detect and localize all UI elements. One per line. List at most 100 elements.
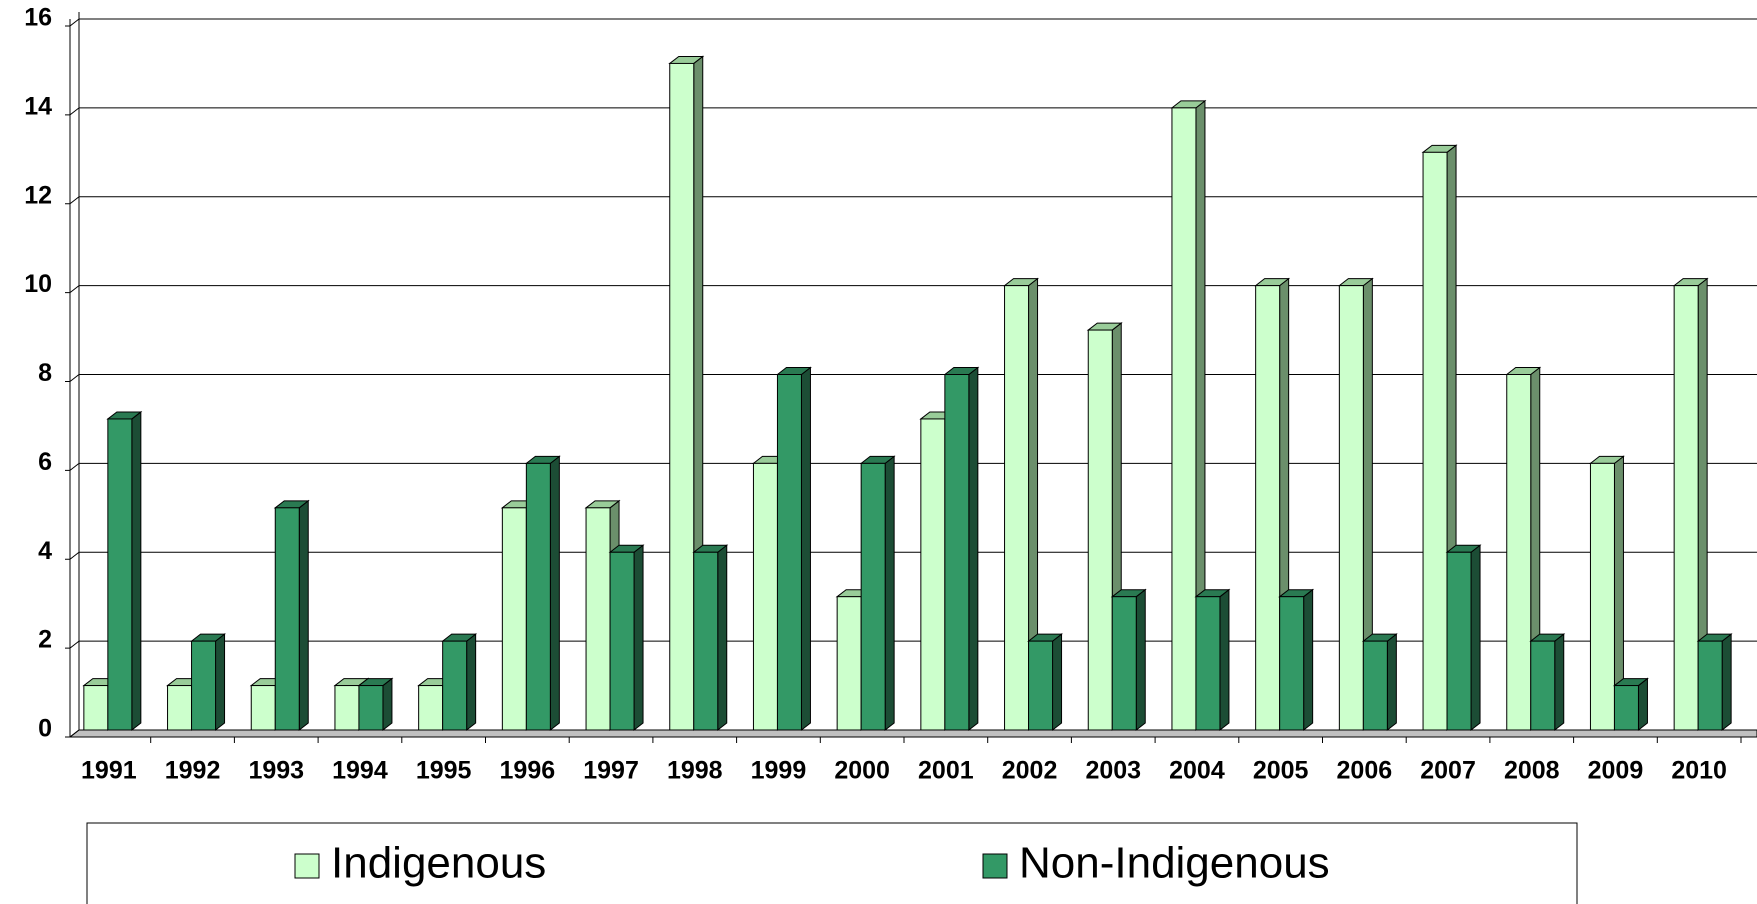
bar: [1255, 285, 1281, 731]
bar-side: [1135, 588, 1146, 732]
x-tick-label: 1992: [165, 757, 221, 785]
x-tick-label: 2004: [1169, 757, 1225, 785]
bar: [836, 596, 862, 731]
x-tick-label: 2003: [1085, 757, 1141, 785]
bar: [418, 685, 444, 731]
bar: [107, 418, 133, 731]
bar: [1613, 685, 1639, 731]
legend-label: Non-Indigenous: [1019, 839, 1330, 888]
grid-line-side: [69, 551, 80, 560]
bar: [167, 685, 193, 731]
bar-side: [466, 633, 477, 732]
bar: [501, 507, 527, 731]
bar-side: [215, 633, 226, 732]
bar-side: [633, 544, 644, 732]
x-tick-label: 2001: [918, 757, 974, 785]
grid-line-side: [69, 196, 80, 205]
x-tick-label: 2002: [1002, 757, 1058, 785]
bar: [191, 640, 217, 731]
y-tick-label: 16: [24, 4, 52, 32]
grid-line-side: [69, 374, 80, 382]
x-tick-label: 2007: [1420, 757, 1476, 785]
bar-side: [1554, 633, 1565, 732]
grid-line-side: [69, 462, 80, 471]
bar-side: [800, 366, 811, 732]
legend-swatch: [294, 853, 320, 879]
bar-side: [1637, 677, 1648, 732]
bar: [1171, 107, 1197, 731]
x-tick-label: 1994: [332, 757, 388, 785]
x-tick-label: 2005: [1253, 757, 1309, 785]
y-tick-label: 14: [24, 92, 52, 120]
bar: [358, 685, 384, 731]
bar: [1111, 596, 1137, 731]
legend-label: Indigenous: [331, 839, 546, 888]
bar-side: [1721, 633, 1732, 732]
x-tick-label: 1998: [667, 757, 723, 785]
bar: [1697, 640, 1723, 731]
grid-line-side: [69, 285, 80, 294]
bar: [1589, 462, 1615, 731]
bar: [609, 551, 635, 731]
bar: [1195, 596, 1221, 731]
y-tick-label: 4: [38, 537, 52, 565]
bar: [1422, 151, 1448, 731]
y-tick-label: 0: [38, 715, 52, 743]
x-tick-label: 2008: [1504, 757, 1560, 785]
bar-side: [131, 410, 142, 732]
bar-side: [1303, 588, 1314, 732]
bar: [334, 685, 360, 731]
y-tick-label: 12: [24, 181, 52, 209]
x-tick-label: 1997: [583, 757, 639, 785]
bar-side: [884, 455, 895, 732]
legend-swatch: [982, 853, 1008, 879]
bar: [1362, 640, 1388, 731]
x-tick-label: 1993: [248, 757, 304, 785]
bar: [83, 685, 109, 731]
bar: [944, 374, 970, 731]
grid-line-side: [69, 729, 80, 738]
bar-side: [382, 677, 393, 732]
bar: [585, 507, 611, 731]
x-tick-label: 1996: [500, 757, 556, 785]
grid-line-side: [69, 107, 80, 116]
bar-side: [298, 499, 309, 732]
grid-line-side: [69, 640, 80, 649]
bar: [860, 462, 886, 731]
bar: [1028, 640, 1054, 731]
bar-side: [1219, 588, 1230, 732]
bar-side: [1470, 544, 1481, 732]
floor: [68, 729, 1757, 738]
bar: [250, 685, 276, 731]
bar: [442, 640, 468, 731]
bar-side: [1052, 633, 1063, 732]
x-tick-label: 1995: [416, 757, 472, 785]
y-tick-label: 10: [24, 270, 52, 298]
bar: [1530, 640, 1556, 731]
grid-line-side: [69, 18, 80, 27]
bar: [525, 462, 551, 731]
x-tick-label: 1991: [81, 757, 137, 785]
x-tick-label: 2009: [1588, 757, 1644, 785]
bar: [920, 418, 946, 731]
bar: [274, 507, 300, 731]
bar: [776, 374, 802, 731]
x-tick-label: 2006: [1337, 757, 1393, 785]
bar: [1506, 374, 1532, 731]
bar-side: [717, 544, 728, 732]
x-tick-label: 1999: [751, 757, 807, 785]
legend-box: [86, 822, 1578, 904]
bar: [1673, 285, 1699, 731]
bar: [1338, 285, 1364, 731]
bar: [1279, 596, 1305, 731]
bar: [752, 462, 778, 731]
bar: [693, 551, 719, 731]
x-tick-label: 2010: [1671, 757, 1727, 785]
bar: [1087, 329, 1113, 731]
bar: [1446, 551, 1472, 731]
y-tick-label: 6: [38, 448, 52, 476]
bar-side: [968, 366, 979, 732]
y-tick-label: 8: [38, 359, 52, 387]
bar-side: [1386, 633, 1397, 732]
